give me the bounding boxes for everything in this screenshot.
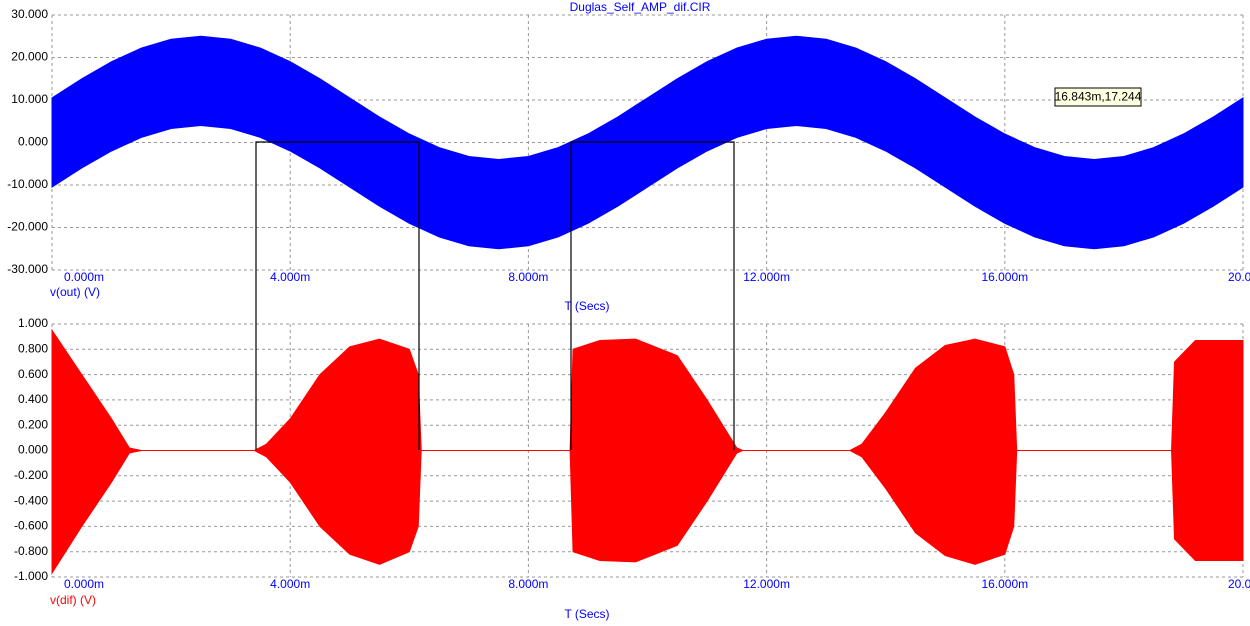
y-tick-label: 20.000 — [11, 50, 48, 64]
y-tick-label: 30.000 — [11, 7, 48, 21]
y-tick-label: 0.400 — [18, 392, 48, 406]
cursor-lines — [255, 141, 735, 450]
y-tick-label: 10.000 — [11, 92, 48, 106]
x-tick-label: 0.000m — [64, 577, 104, 591]
x-tick-label: 20.00 — [1228, 577, 1250, 591]
y-tick-label: 0.200 — [18, 417, 48, 431]
y-tick-label: 0.000 — [18, 443, 48, 457]
y-tick-label: 0.000 — [18, 135, 48, 149]
x-tick-label: 12.000m — [743, 577, 790, 591]
annotation: 16.843m,17.244 — [1055, 90, 1142, 104]
signal-band — [51, 328, 1244, 575]
x-tick-label: 20.00 — [1228, 270, 1250, 284]
y-tick-label: -0.400 — [14, 493, 48, 507]
x-tick-label: 4.000m — [270, 270, 310, 284]
y-tick-label: -0.200 — [14, 468, 48, 482]
x-tick-label: 4.000m — [270, 577, 310, 591]
y-axis-label: v(dif) (V) — [50, 593, 96, 607]
chart-title: Duglas_Self_AMP_dif.CIR — [570, 0, 711, 14]
x-tick-label: 8.000m — [508, 270, 548, 284]
y-tick-label: 0.600 — [18, 367, 48, 381]
x-tick-label: 0.000m — [64, 270, 104, 284]
y-tick-label: 0.800 — [18, 341, 48, 355]
y-tick-label: -1.000 — [14, 569, 48, 583]
x-axis-label: T (Secs) — [564, 299, 609, 313]
cursor-bracket — [570, 141, 735, 450]
y-tick-label: 1.000 — [18, 316, 48, 330]
y-tick-label: -0.600 — [14, 519, 48, 533]
x-tick-label: 16.000m — [981, 577, 1028, 591]
y-tick-label: -30.000 — [7, 262, 48, 276]
y-tick-label: -0.800 — [14, 544, 48, 558]
x-axis-label: T (Secs) — [564, 607, 609, 621]
y-tick-label: -10.000 — [7, 177, 48, 191]
cursor-bracket — [255, 141, 420, 450]
x-tick-label: 16.000m — [981, 270, 1028, 284]
y-tick-label: -20.000 — [7, 220, 48, 234]
annotation-box — [1054, 87, 1142, 107]
y-axis-label: v(out) (V) — [50, 285, 100, 299]
x-tick-label: 12.000m — [743, 270, 790, 284]
x-tick-label: 8.000m — [508, 577, 548, 591]
